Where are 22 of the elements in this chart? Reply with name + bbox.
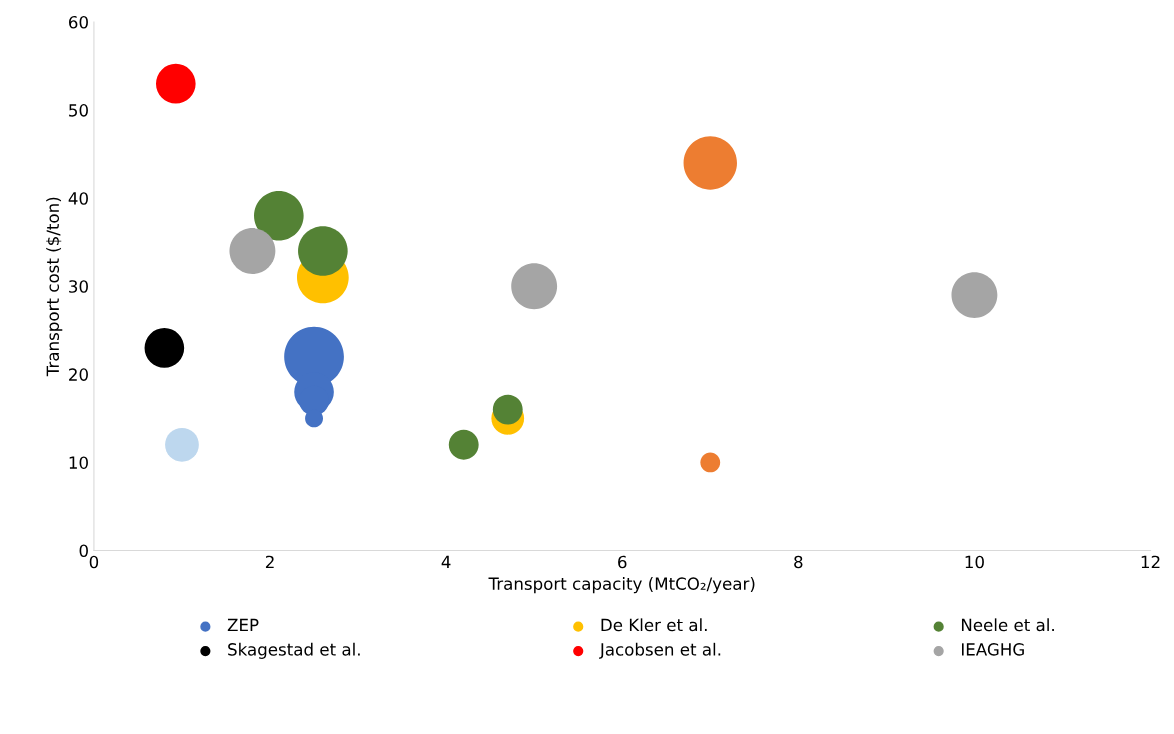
y-tick-label: 0 [79, 544, 88, 558]
legend-label: Jacobsen et al. [599, 642, 721, 659]
y-tick-label: 30 [69, 280, 88, 293]
x-tick-label: 6 [618, 555, 627, 569]
y-tick-label: 10 [69, 456, 88, 469]
x-tick-label: 8 [794, 555, 803, 569]
y-tick-label: 50 [69, 104, 88, 117]
legend-label: Skagestad et al. [228, 642, 360, 659]
x-axis-title: Transport capacity (MtCO₂/year) [488, 577, 755, 594]
x-tick-label: 0 [89, 555, 99, 569]
y-axis-title: Transport cost ($/ton) [46, 197, 63, 377]
y-tick-label: 60 [69, 15, 88, 29]
legend-label: De Kler et al. [601, 618, 707, 632]
x-tick-label: 10 [965, 555, 984, 569]
legend-label: Neele et al. [961, 618, 1054, 632]
legend-label: IEAGHG [961, 643, 1024, 656]
legend-label: ZEP [227, 618, 259, 632]
x-tick-label: 2 [265, 555, 274, 569]
x-tick-label: 4 [441, 555, 451, 569]
y-tick-label: 20 [69, 368, 88, 381]
x-tick-label: 12 [1141, 555, 1160, 569]
y-tick-label: 40 [68, 192, 88, 205]
